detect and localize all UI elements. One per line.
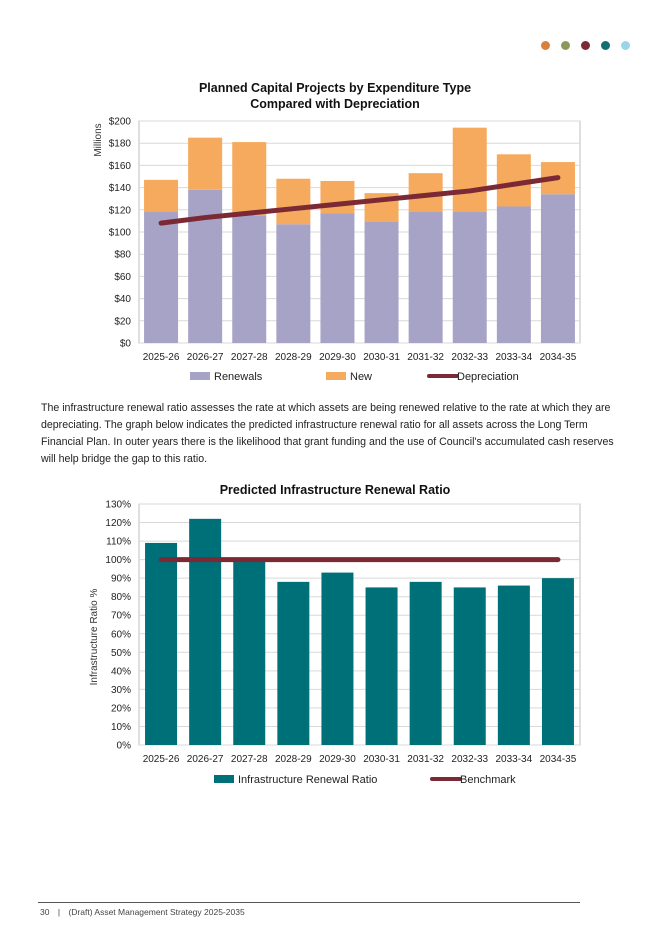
legend-label: New [350, 371, 372, 383]
y-tick-label: 110% [106, 537, 131, 548]
dot-olive [561, 41, 570, 50]
y-tick-label: 100% [105, 555, 131, 566]
line-depreciation [158, 175, 561, 226]
bar-renewals [540, 194, 575, 343]
x-tick-label: 2032-33 [451, 754, 488, 765]
x-tick-label: 2029-30 [319, 754, 356, 765]
page-number: 30 [40, 907, 50, 917]
y-tick-label: $120 [109, 205, 132, 216]
y-tick-label: $60 [114, 272, 131, 283]
x-tick-label: 2031-32 [407, 754, 444, 765]
bar-renewals [144, 212, 179, 343]
x-tick-label: 2034-35 [540, 754, 577, 765]
y-tick-label: $100 [109, 228, 132, 239]
dot-lightblue [621, 41, 630, 50]
bar-renewals [232, 215, 267, 343]
footer-separator: | [57, 907, 61, 917]
legend-swatch [326, 372, 346, 380]
y-tick-label: $200 [109, 117, 132, 128]
legend-label: Depreciation [457, 371, 519, 383]
bar-renewals [408, 212, 443, 343]
y-tick-label: $20 [114, 316, 131, 327]
dot-orange [541, 41, 550, 50]
bar-infrastructure-renewal-ratio [453, 587, 486, 745]
chart1-title: Planned Capital Projects by Expenditure … [199, 81, 471, 95]
legend-label: Renewals [214, 371, 263, 383]
body-paragraph: The infrastructure renewal ratio assesse… [41, 402, 614, 465]
legend-swatch [190, 372, 210, 380]
x-tick-label: 2025-26 [143, 352, 180, 363]
y-tick-label: $140 [109, 183, 132, 194]
x-tick-label: 2028-29 [275, 352, 312, 363]
dot-teal [601, 41, 610, 50]
x-tick-label: 2026-27 [187, 754, 224, 765]
bar-new [232, 142, 267, 216]
y-tick-label: $80 [114, 250, 131, 261]
x-tick-label: 2028-29 [275, 754, 312, 765]
x-tick-label: 2029-30 [319, 352, 356, 363]
y-tick-label: 80% [111, 592, 131, 603]
bar-infrastructure-renewal-ratio [365, 587, 398, 745]
renewal-ratio-chart: Predicted Infrastructure Renewal Ratio I… [89, 483, 581, 786]
x-tick-label: 2030-31 [363, 352, 400, 363]
chart2-title: Predicted Infrastructure Renewal Ratio [220, 483, 451, 497]
chart2-y-axis-label: Infrastructure Ratio % [89, 589, 100, 686]
y-tick-label: 130% [105, 500, 131, 511]
y-tick-label: 90% [111, 574, 131, 585]
bar-infrastructure-renewal-ratio [541, 578, 574, 745]
bar-infrastructure-renewal-ratio [233, 557, 266, 745]
y-tick-label: 120% [105, 518, 131, 529]
decorative-dots [541, 41, 630, 50]
x-tick-label: 2025-26 [143, 754, 180, 765]
x-tick-label: 2034-35 [540, 352, 577, 363]
x-tick-label: 2033-34 [495, 754, 532, 765]
y-tick-label: 30% [111, 685, 131, 696]
bar-new [276, 178, 311, 225]
footer-rule [38, 902, 580, 903]
x-tick-label: 2026-27 [187, 352, 224, 363]
legend-label: Infrastructure Renewal Ratio [238, 774, 377, 786]
bar-infrastructure-renewal-ratio [321, 572, 354, 745]
legend-swatch [214, 775, 234, 783]
legend-label: Benchmark [460, 774, 516, 786]
y-tick-label: 10% [111, 722, 131, 733]
bar-new [188, 137, 223, 190]
bar-new [144, 179, 179, 213]
y-tick-label: 40% [111, 666, 131, 677]
bar-infrastructure-renewal-ratio [409, 581, 442, 745]
page-footer: 30 | (Draft) Asset Management Strategy 2… [40, 907, 251, 917]
x-tick-label: 2030-31 [363, 754, 400, 765]
capital-projects-chart: Planned Capital Projects by Expenditure … [93, 81, 581, 383]
y-tick-label: $0 [120, 339, 132, 350]
x-tick-label: 2031-32 [407, 352, 444, 363]
bar-infrastructure-renewal-ratio [145, 542, 178, 745]
chart1-subtitle: Compared with Depreciation [250, 97, 419, 111]
y-tick-label: 70% [111, 611, 131, 622]
chart1-y-axis-label: Millions [93, 123, 104, 156]
x-tick-label: 2027-28 [231, 352, 268, 363]
bar-infrastructure-renewal-ratio [277, 581, 310, 745]
y-tick-label: 60% [111, 629, 131, 640]
x-tick-label: 2032-33 [451, 352, 488, 363]
y-tick-label: $40 [114, 294, 131, 305]
document-title: (Draft) Asset Management Strategy 2025-2… [68, 907, 245, 917]
bar-renewals [452, 212, 487, 343]
y-tick-label: 50% [111, 648, 131, 659]
bar-renewals [496, 206, 531, 343]
x-tick-label: 2033-34 [495, 352, 532, 363]
y-tick-label: 0% [117, 741, 132, 752]
y-tick-label: $180 [109, 139, 132, 150]
y-tick-label: 20% [111, 703, 131, 714]
bar-infrastructure-renewal-ratio [189, 518, 222, 745]
bar-renewals [320, 213, 355, 343]
dot-maroon [581, 41, 590, 50]
bar-renewals [364, 222, 399, 343]
bar-infrastructure-renewal-ratio [497, 585, 530, 745]
bar-new [452, 127, 487, 213]
x-tick-label: 2027-28 [231, 754, 268, 765]
y-tick-label: $160 [109, 161, 132, 172]
bar-renewals [276, 224, 311, 343]
